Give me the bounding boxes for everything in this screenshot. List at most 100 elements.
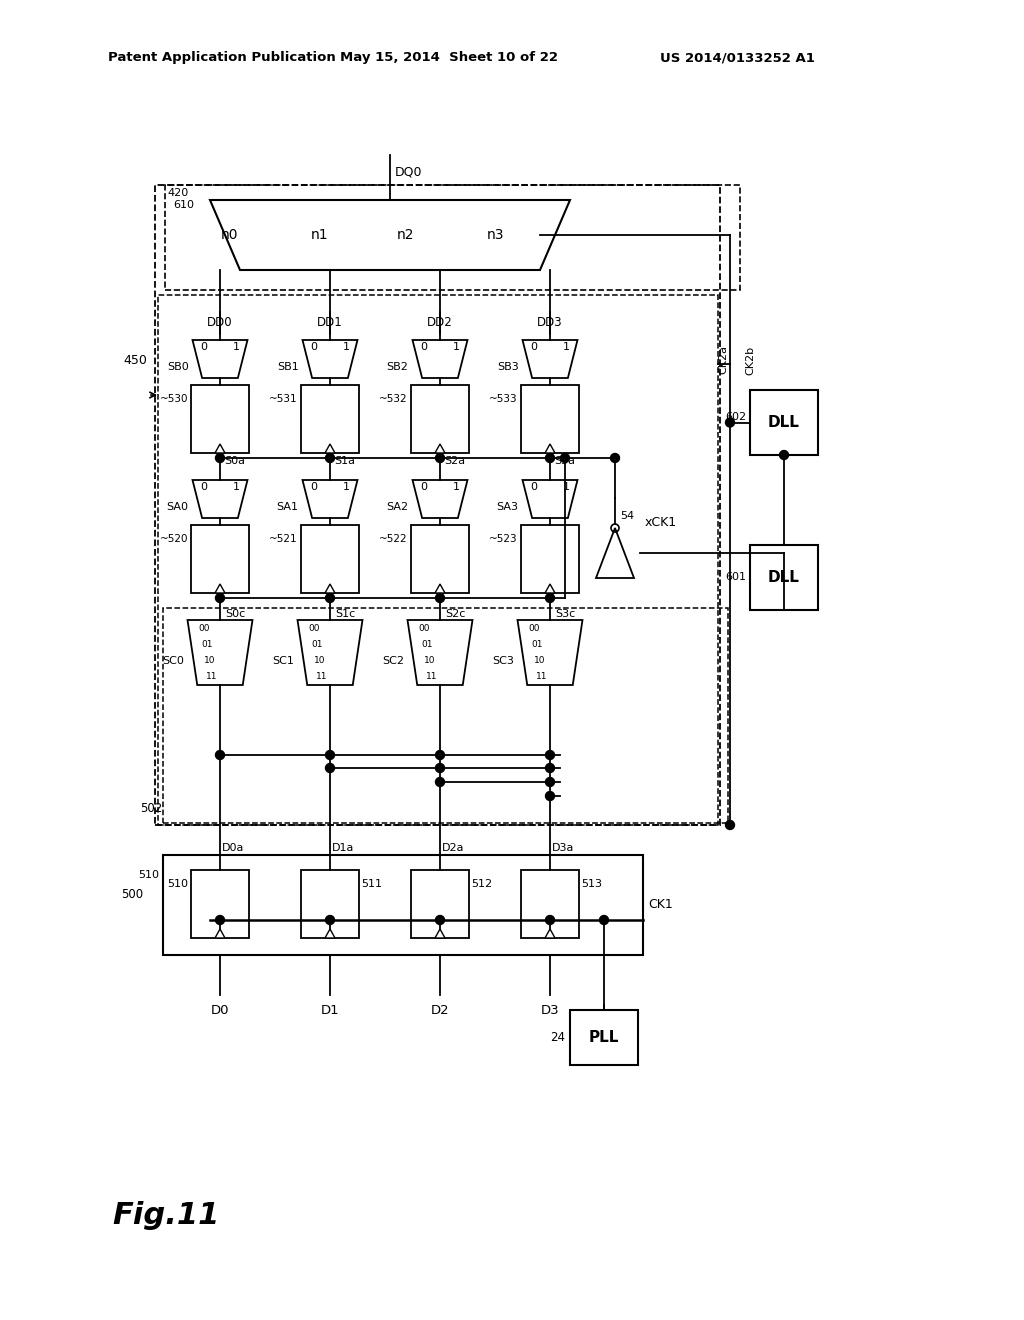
Bar bbox=[301, 870, 359, 939]
Text: 0: 0 bbox=[310, 482, 317, 492]
Circle shape bbox=[435, 916, 444, 924]
Bar bbox=[163, 855, 643, 954]
Text: DD2: DD2 bbox=[427, 315, 453, 329]
Text: D0a: D0a bbox=[222, 843, 245, 853]
Text: 01: 01 bbox=[531, 640, 543, 649]
Text: S0c: S0c bbox=[225, 609, 246, 619]
Text: 1: 1 bbox=[343, 342, 350, 352]
Circle shape bbox=[435, 454, 444, 462]
Text: DQ0: DQ0 bbox=[395, 165, 423, 178]
Text: 11: 11 bbox=[426, 672, 437, 681]
Text: 54: 54 bbox=[620, 511, 634, 521]
Circle shape bbox=[435, 751, 444, 759]
Text: DD1: DD1 bbox=[317, 315, 343, 329]
Text: SB2: SB2 bbox=[387, 362, 409, 372]
Text: S1c: S1c bbox=[335, 609, 355, 619]
Text: 420: 420 bbox=[167, 187, 188, 198]
Text: xCK1: xCK1 bbox=[645, 516, 677, 529]
Text: S2c: S2c bbox=[445, 609, 465, 619]
Bar bbox=[750, 545, 818, 610]
Bar bbox=[163, 609, 728, 822]
Circle shape bbox=[326, 594, 335, 602]
Text: ~521: ~521 bbox=[269, 535, 298, 544]
Circle shape bbox=[215, 916, 224, 924]
Text: ~531: ~531 bbox=[269, 393, 298, 404]
Text: 610: 610 bbox=[173, 201, 194, 210]
Polygon shape bbox=[522, 480, 578, 517]
Polygon shape bbox=[413, 480, 468, 517]
Text: 513: 513 bbox=[581, 879, 602, 888]
Polygon shape bbox=[545, 929, 555, 939]
Text: 1: 1 bbox=[563, 482, 570, 492]
Polygon shape bbox=[187, 620, 253, 685]
Circle shape bbox=[215, 751, 224, 759]
Text: S3c: S3c bbox=[555, 609, 575, 619]
Circle shape bbox=[546, 751, 555, 759]
Text: D0: D0 bbox=[211, 1003, 229, 1016]
Bar bbox=[301, 385, 359, 453]
Text: 1: 1 bbox=[343, 482, 350, 492]
Text: 500: 500 bbox=[121, 888, 143, 902]
Bar bbox=[750, 389, 818, 455]
Polygon shape bbox=[408, 620, 472, 685]
Bar bbox=[411, 525, 469, 593]
Text: 1: 1 bbox=[233, 482, 240, 492]
Text: 0: 0 bbox=[200, 342, 207, 352]
Text: 00: 00 bbox=[528, 623, 541, 632]
Text: SB3: SB3 bbox=[497, 362, 518, 372]
Text: 11: 11 bbox=[206, 672, 217, 681]
Polygon shape bbox=[325, 583, 335, 593]
Text: SA3: SA3 bbox=[497, 502, 518, 512]
Circle shape bbox=[725, 418, 734, 426]
Text: S2a: S2a bbox=[444, 455, 465, 466]
Text: DD3: DD3 bbox=[538, 315, 563, 329]
Text: S1a: S1a bbox=[334, 455, 355, 466]
Text: 1: 1 bbox=[453, 342, 460, 352]
Polygon shape bbox=[215, 583, 225, 593]
Circle shape bbox=[326, 454, 335, 462]
Polygon shape bbox=[325, 929, 335, 939]
Text: 1: 1 bbox=[563, 342, 570, 352]
Polygon shape bbox=[545, 583, 555, 593]
Circle shape bbox=[546, 763, 555, 772]
Text: D3: D3 bbox=[541, 1003, 559, 1016]
Text: DD0: DD0 bbox=[207, 315, 232, 329]
Circle shape bbox=[599, 916, 608, 924]
Circle shape bbox=[546, 594, 555, 602]
Text: 00: 00 bbox=[419, 623, 430, 632]
Polygon shape bbox=[435, 444, 445, 453]
Text: 01: 01 bbox=[201, 640, 213, 649]
Text: D1: D1 bbox=[321, 1003, 339, 1016]
Text: n0: n0 bbox=[221, 228, 239, 242]
Bar bbox=[191, 870, 249, 939]
Circle shape bbox=[779, 450, 788, 459]
Text: ~533: ~533 bbox=[489, 393, 518, 404]
Text: D3a: D3a bbox=[552, 843, 574, 853]
Text: 1: 1 bbox=[453, 482, 460, 492]
Polygon shape bbox=[215, 444, 225, 453]
Text: 0: 0 bbox=[420, 482, 427, 492]
Text: 510: 510 bbox=[138, 870, 159, 880]
Text: SC0: SC0 bbox=[163, 656, 184, 665]
Text: 450: 450 bbox=[123, 354, 146, 367]
Polygon shape bbox=[302, 341, 357, 378]
Text: Patent Application Publication: Patent Application Publication bbox=[108, 51, 336, 65]
Text: SA1: SA1 bbox=[276, 502, 299, 512]
Bar bbox=[411, 870, 469, 939]
Circle shape bbox=[725, 821, 734, 829]
Polygon shape bbox=[596, 528, 634, 578]
Text: SA2: SA2 bbox=[386, 502, 409, 512]
Polygon shape bbox=[545, 444, 555, 453]
Polygon shape bbox=[298, 620, 362, 685]
Text: 511: 511 bbox=[361, 879, 382, 888]
Polygon shape bbox=[413, 341, 468, 378]
Bar bbox=[411, 385, 469, 453]
Circle shape bbox=[546, 916, 555, 924]
Text: DLL: DLL bbox=[768, 570, 800, 585]
Text: D1a: D1a bbox=[332, 843, 354, 853]
Polygon shape bbox=[193, 341, 248, 378]
Polygon shape bbox=[325, 444, 335, 453]
Bar bbox=[521, 525, 579, 593]
Circle shape bbox=[435, 594, 444, 602]
Text: n3: n3 bbox=[486, 228, 504, 242]
